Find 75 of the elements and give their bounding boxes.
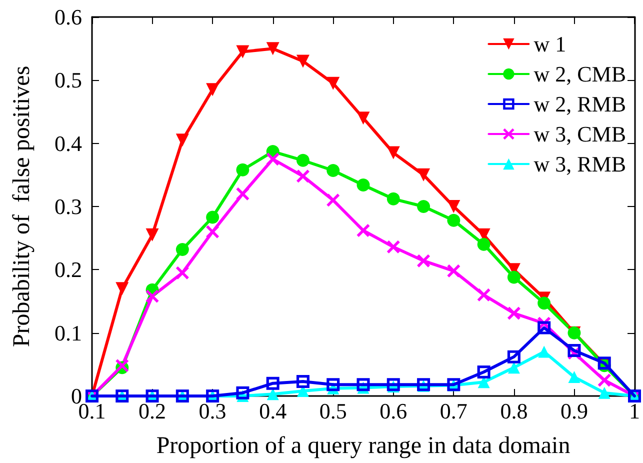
point [116,282,129,296]
x-tick-label: 0.2 [138,398,166,424]
point [326,76,340,90]
point [507,270,520,284]
point [206,210,220,224]
y-tick-label: 0.3 [54,194,82,219]
legend-label: w 2, CMB [534,62,626,86]
point [326,194,340,207]
point [236,187,250,200]
point [326,164,340,177]
x-tick-label: 0.6 [380,398,408,424]
y-axis-title: Probability of false positives [9,66,35,348]
point [507,350,520,364]
legend-label: w 2, RMB [534,92,626,116]
point [447,214,460,227]
point [477,365,490,378]
point [568,344,581,358]
point [206,83,220,96]
point [236,386,250,400]
x-tick-label: 0.3 [198,398,226,424]
point [508,362,520,374]
point [507,306,520,320]
point [538,321,551,334]
point [296,374,310,388]
point [417,200,430,213]
point [296,54,310,68]
point [538,296,551,310]
point [386,192,400,206]
y-tick-label: 0.2 [54,257,82,282]
point [326,378,340,392]
point [176,134,189,147]
legend-label: w 3, CMB [534,122,626,146]
point [266,388,279,400]
point [146,228,159,242]
point [266,152,280,166]
point [538,346,550,358]
point [206,225,220,238]
x-tick-label: 0.5 [319,398,347,424]
point [417,254,430,268]
point [447,200,460,213]
y-tick-label: 0.1 [54,320,82,346]
legend-label: w 3, RMB [534,152,626,176]
x-tick-label: 0.8 [500,398,528,424]
x-tick-label: 0.4 [259,398,287,424]
point [598,374,611,387]
point [296,170,310,183]
point [296,154,310,167]
point [477,288,490,302]
point [447,264,460,278]
x-tick-label: 1 [629,398,640,424]
point [236,163,250,176]
point [386,240,400,254]
point [477,238,490,251]
point [146,290,159,303]
point [176,242,189,256]
point [417,168,430,182]
point [266,376,280,390]
x-tick-label: 0.7 [440,398,468,424]
point [568,371,580,384]
point [598,386,610,399]
point [266,42,280,56]
point [356,224,370,238]
y-tick-label: 0.5 [54,68,82,93]
point [356,112,370,125]
y-tick-label: 0.6 [54,4,82,30]
x-axis-title: Proportion of a query range in data domain [156,433,570,459]
point [356,178,370,192]
point [176,266,189,280]
x-tick-label: 0.9 [560,398,588,424]
point [236,45,250,58]
legend-label: w 1 [534,32,566,56]
point [386,378,400,392]
point [386,146,400,160]
y-tick-label: 0.4 [54,130,82,156]
point [356,378,370,392]
